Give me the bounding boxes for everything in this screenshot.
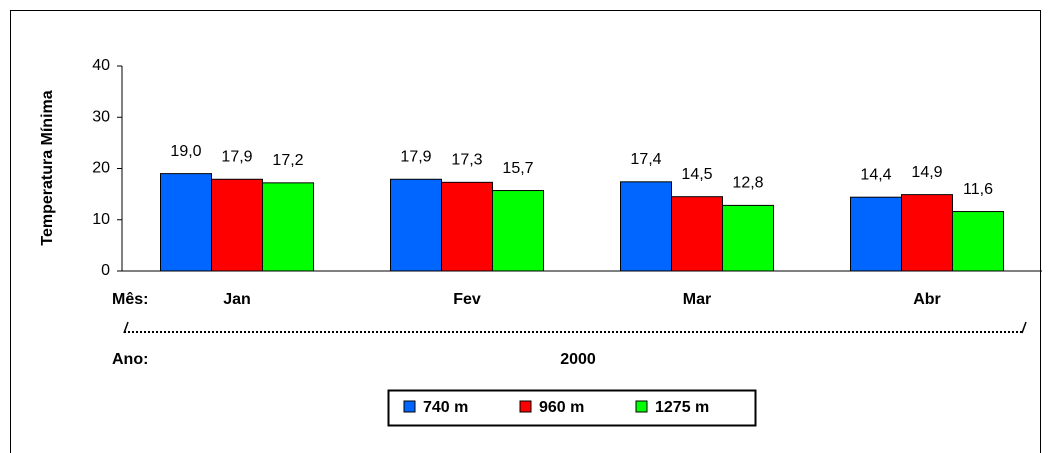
x-tick-label: Abr [913, 291, 941, 308]
legend-label: 960 m [539, 399, 584, 416]
group-separator-start [123, 321, 129, 334]
value-label: 17,2 [272, 152, 303, 169]
bar [952, 211, 1004, 272]
x-tick-label: Jan [223, 291, 251, 308]
value-label: 14,5 [681, 166, 712, 183]
y-tick-label: 10 [92, 211, 110, 228]
value-label: 17,3 [451, 152, 482, 169]
value-label: 17,4 [630, 151, 661, 168]
bar [441, 181, 493, 272]
legend-label: 1275 m [655, 399, 709, 416]
x-tick-label: Fev [453, 291, 481, 308]
legend-swatch [519, 400, 532, 413]
bar [211, 178, 263, 272]
value-label: 17,9 [221, 148, 252, 165]
bar [160, 173, 212, 272]
value-label: 14,4 [860, 166, 891, 183]
value-label: 19,0 [170, 143, 201, 160]
bar [492, 190, 544, 272]
group-separator-end [1021, 321, 1027, 334]
bar [901, 194, 953, 272]
bar [262, 182, 314, 272]
bar [722, 204, 774, 272]
value-label: 17,9 [400, 148, 431, 165]
group-label: Ano: [112, 351, 148, 368]
group-name: 2000 [560, 351, 596, 368]
bar [671, 196, 723, 272]
y-tick-label: 40 [92, 57, 110, 74]
value-label: 12,8 [732, 175, 763, 192]
legend-box [387, 389, 757, 427]
bar [850, 196, 902, 272]
legend-swatch [403, 400, 416, 413]
legend-label: 740 m [423, 399, 468, 416]
value-label: 15,7 [502, 160, 533, 177]
value-label: 14,9 [911, 164, 942, 181]
value-label: 11,6 [963, 181, 993, 198]
y-axis-title: Temperatura Mínima [39, 90, 56, 245]
y-tick-label: 30 [92, 108, 110, 125]
category-label: Mês: [112, 291, 148, 308]
y-tick-label: 20 [92, 160, 110, 177]
bar [620, 181, 672, 272]
legend-swatch [635, 400, 648, 413]
bar [390, 178, 442, 272]
x-tick-label: Mar [683, 291, 711, 308]
y-tick-label: 0 [101, 262, 110, 279]
